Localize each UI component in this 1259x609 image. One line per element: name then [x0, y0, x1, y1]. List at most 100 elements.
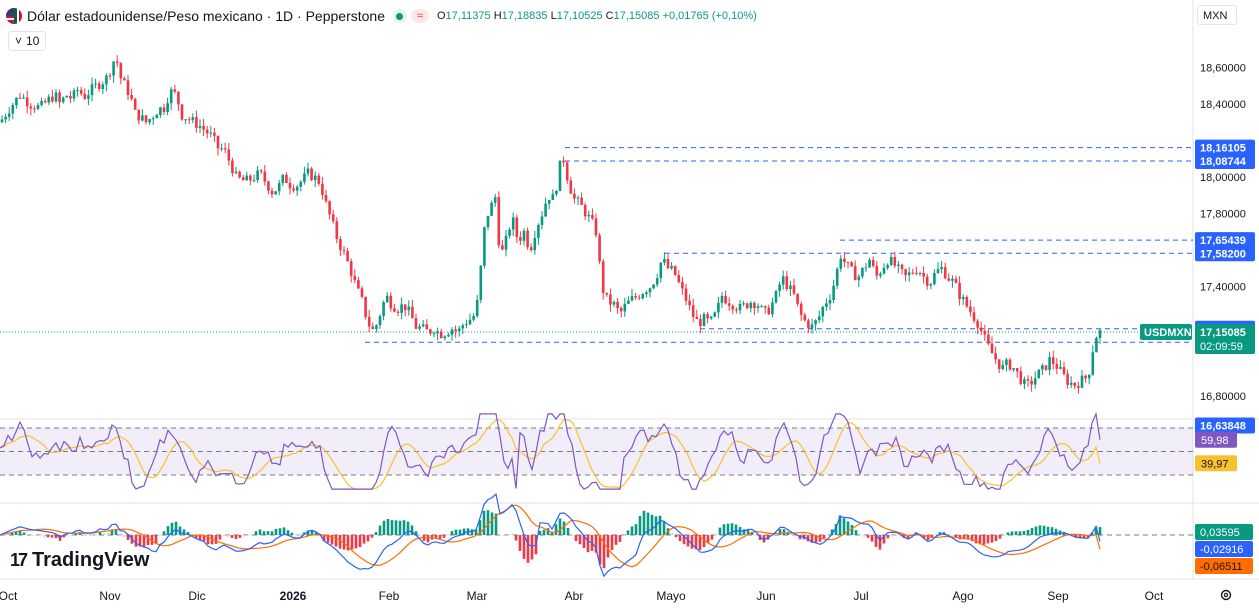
macd-hist-bar: [526, 535, 530, 563]
macd-hist-bar: [694, 535, 698, 550]
macd-hist-bar: [818, 535, 822, 542]
candle-body: [1069, 382, 1073, 385]
macd-hist-bar: [950, 535, 954, 536]
indicators-toggle[interactable]: ˅ 10: [8, 31, 47, 51]
candle-body: [922, 272, 925, 277]
macd-hist-bar: [1094, 526, 1098, 535]
macd-hist-bar: [1002, 535, 1006, 536]
currency-selector[interactable]: MXN: [1197, 5, 1237, 25]
candle-body: [443, 336, 447, 339]
candle-body: [580, 197, 583, 205]
candle-body: [558, 160, 562, 192]
candle-body: [130, 95, 133, 99]
candle-body: [533, 237, 537, 251]
candle-body: [627, 300, 630, 304]
candle-body: [1051, 357, 1055, 365]
candle-body: [7, 113, 11, 117]
macd-hist-bar: [18, 530, 22, 535]
candle-body: [472, 316, 475, 320]
macd-hist-bar: [522, 535, 526, 559]
candle-body: [994, 353, 997, 360]
macd-hist-bar: [890, 535, 894, 537]
candle-body: [1008, 359, 1012, 370]
candle-body: [245, 175, 249, 181]
gear-icon[interactable]: [1219, 588, 1233, 602]
candle-body: [58, 92, 61, 103]
candle-body: [605, 292, 609, 295]
price-label-text: 18,16105: [1200, 143, 1246, 155]
macd-hist-bar: [118, 535, 122, 537]
candle-body: [832, 285, 835, 301]
candle-body: [1059, 367, 1062, 369]
macd-hist-bar: [898, 535, 902, 537]
wave-icon: ≈: [410, 9, 429, 23]
candle-body: [195, 117, 198, 128]
candle-body: [519, 237, 522, 241]
candle-body: [688, 300, 691, 306]
macd-hist-bar: [102, 533, 106, 535]
macd-hist-bar: [1054, 528, 1058, 535]
candle-body: [835, 268, 839, 286]
candle-body: [241, 177, 245, 181]
candle-body: [1048, 357, 1051, 370]
candle-body: [591, 214, 594, 219]
candle-body: [65, 95, 69, 98]
candle-body: [83, 93, 87, 99]
macd-hist-bar: [1010, 531, 1014, 535]
candle-body: [40, 100, 43, 106]
macd-hist-bar: [578, 535, 582, 545]
candle-body: [378, 315, 382, 326]
macd-hist-bar: [806, 535, 810, 542]
candle-body: [799, 303, 803, 315]
macd-hist-bar: [778, 529, 782, 535]
macd-hist-bar: [470, 529, 474, 535]
candle-body: [807, 320, 810, 329]
candle-body: [76, 90, 79, 92]
candle-body: [958, 282, 961, 300]
candle-body: [468, 319, 472, 325]
candle-body: [357, 280, 360, 289]
macd-hist-bar: [742, 529, 746, 535]
macd-hist-bar: [706, 535, 710, 544]
candle-body: [670, 265, 673, 269]
macd-hist-bar: [866, 535, 870, 538]
macd-hist-bar: [826, 533, 830, 535]
candle-body: [1080, 375, 1084, 388]
candle-body: [565, 162, 569, 181]
candle-body: [997, 359, 1001, 370]
candle-body: [281, 174, 285, 184]
macd-hist-bar: [478, 520, 482, 535]
ohlc-open: 17,11375: [445, 10, 491, 22]
symbol-title[interactable]: Dólar estadounidense/Peso mexicano · 1D …: [27, 8, 385, 24]
candle-body: [1087, 374, 1091, 379]
candle-body: [0, 119, 4, 123]
macd-hist-bar: [178, 526, 182, 535]
candle-body: [677, 275, 681, 283]
macd-hist-bar: [906, 535, 910, 539]
candle-body: [18, 97, 22, 99]
time-tick-label: Jul: [853, 589, 868, 603]
macd-hist-bar: [46, 535, 50, 538]
macd-hist-bar: [350, 535, 354, 550]
candle-body: [666, 259, 670, 269]
time-tick-label: 2026: [280, 589, 307, 603]
candle-body: [393, 308, 396, 312]
candle-body: [691, 305, 695, 317]
macd-hist-bar: [630, 526, 634, 535]
macd-hist-bar: [882, 535, 886, 544]
tradingview-logo[interactable]: 17 TradingView: [10, 549, 150, 572]
macd-hist-bar: [442, 535, 446, 538]
candle-body: [648, 288, 652, 293]
macd-hist-bar: [814, 535, 818, 543]
last-price-box: [1195, 323, 1255, 354]
candle-body: [349, 261, 353, 276]
candle-body: [151, 118, 155, 120]
candle-body: [713, 312, 717, 317]
macd-hist-bar: [922, 535, 926, 539]
candle-body: [4, 116, 7, 120]
candle-body: [324, 194, 328, 202]
macd-hist-bar: [846, 521, 850, 535]
macd-hist-bar: [690, 535, 694, 549]
candle-body: [731, 305, 735, 310]
